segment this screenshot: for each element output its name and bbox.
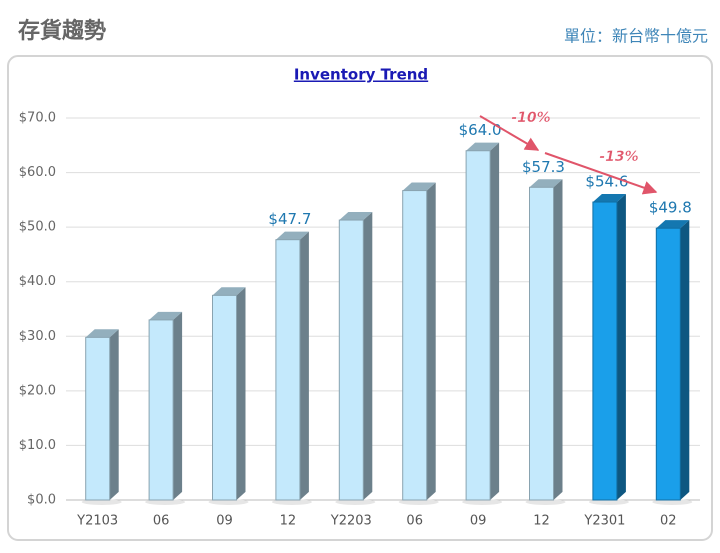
x-tick-label: 12 xyxy=(533,514,550,529)
y-tick-label: $20.0 xyxy=(19,383,56,398)
x-tick-label: 06 xyxy=(406,514,423,529)
y-tick-label: $40.0 xyxy=(19,274,56,289)
x-tick-label: 09 xyxy=(216,514,233,529)
bar-top xyxy=(466,142,500,151)
x-tick-label: Y2103 xyxy=(76,514,118,529)
bar xyxy=(465,150,491,501)
bar-side xyxy=(299,231,309,500)
bar xyxy=(338,219,364,501)
bar xyxy=(529,186,554,501)
x-tick-label: 12 xyxy=(280,514,297,529)
chart-title: Inventory Trend xyxy=(294,66,428,84)
bar-side xyxy=(173,311,183,500)
page-title: 存貨趨勢 xyxy=(18,18,106,44)
plot: $0.0 $10.0 $20.0 $30.0 $40.0 $50.0 $60.0 $70.0 Y… xyxy=(19,110,700,529)
y-tick-label: $50.0 xyxy=(19,220,56,235)
bar-side xyxy=(236,287,246,500)
bar-top xyxy=(212,287,246,296)
bar-shadow xyxy=(145,499,186,505)
bar xyxy=(402,190,428,501)
bar xyxy=(655,227,681,501)
bar-top xyxy=(275,231,309,240)
trend-arrow xyxy=(479,115,540,151)
x-tick-label: Y2203 xyxy=(330,514,372,529)
bar-top xyxy=(85,329,119,338)
y-tick-label: $30.0 xyxy=(19,329,56,344)
bar xyxy=(85,336,111,501)
x-tick-label: Y2301 xyxy=(583,514,625,529)
annotation: -10% xyxy=(511,110,550,126)
bar-side xyxy=(109,329,119,500)
bar-top xyxy=(656,220,690,229)
unit-label: 單位：新台幣十億元 xyxy=(564,27,708,46)
x-tick-label: 02 xyxy=(660,514,677,529)
bar-top xyxy=(592,193,626,203)
value-label: $57.3 xyxy=(522,158,565,176)
value-label: $47.7 xyxy=(268,210,311,228)
bar xyxy=(212,294,237,501)
bar-side xyxy=(426,182,436,501)
annotation: -13% xyxy=(599,149,638,165)
value-label: $54.6 xyxy=(585,173,628,191)
bar-top xyxy=(149,311,183,320)
value-label: $64.0 xyxy=(459,121,502,139)
bar-side xyxy=(553,179,563,500)
y-tick-label: $70.0 xyxy=(19,111,56,126)
bar-top xyxy=(339,211,373,221)
x-tick-label: 09 xyxy=(470,514,487,529)
bar-shadow xyxy=(525,499,566,505)
value-label: $49.8 xyxy=(649,199,692,217)
y-tick-label: $60.0 xyxy=(19,165,56,180)
bar-shadow xyxy=(588,499,629,505)
bar xyxy=(275,239,301,501)
bar-side xyxy=(363,211,373,500)
bar-side xyxy=(680,220,690,501)
y-tick-label: $0.0 xyxy=(27,493,56,508)
bar-side xyxy=(616,193,626,500)
x-tick-label: 06 xyxy=(153,514,170,529)
bar-top xyxy=(402,182,436,191)
bar xyxy=(592,201,618,501)
bar xyxy=(148,319,174,501)
trend-arrow xyxy=(544,152,658,195)
bar-shadow xyxy=(652,499,693,505)
bar-top xyxy=(529,179,563,188)
y-tick-label: $10.0 xyxy=(19,438,56,453)
bar-side xyxy=(490,142,500,500)
